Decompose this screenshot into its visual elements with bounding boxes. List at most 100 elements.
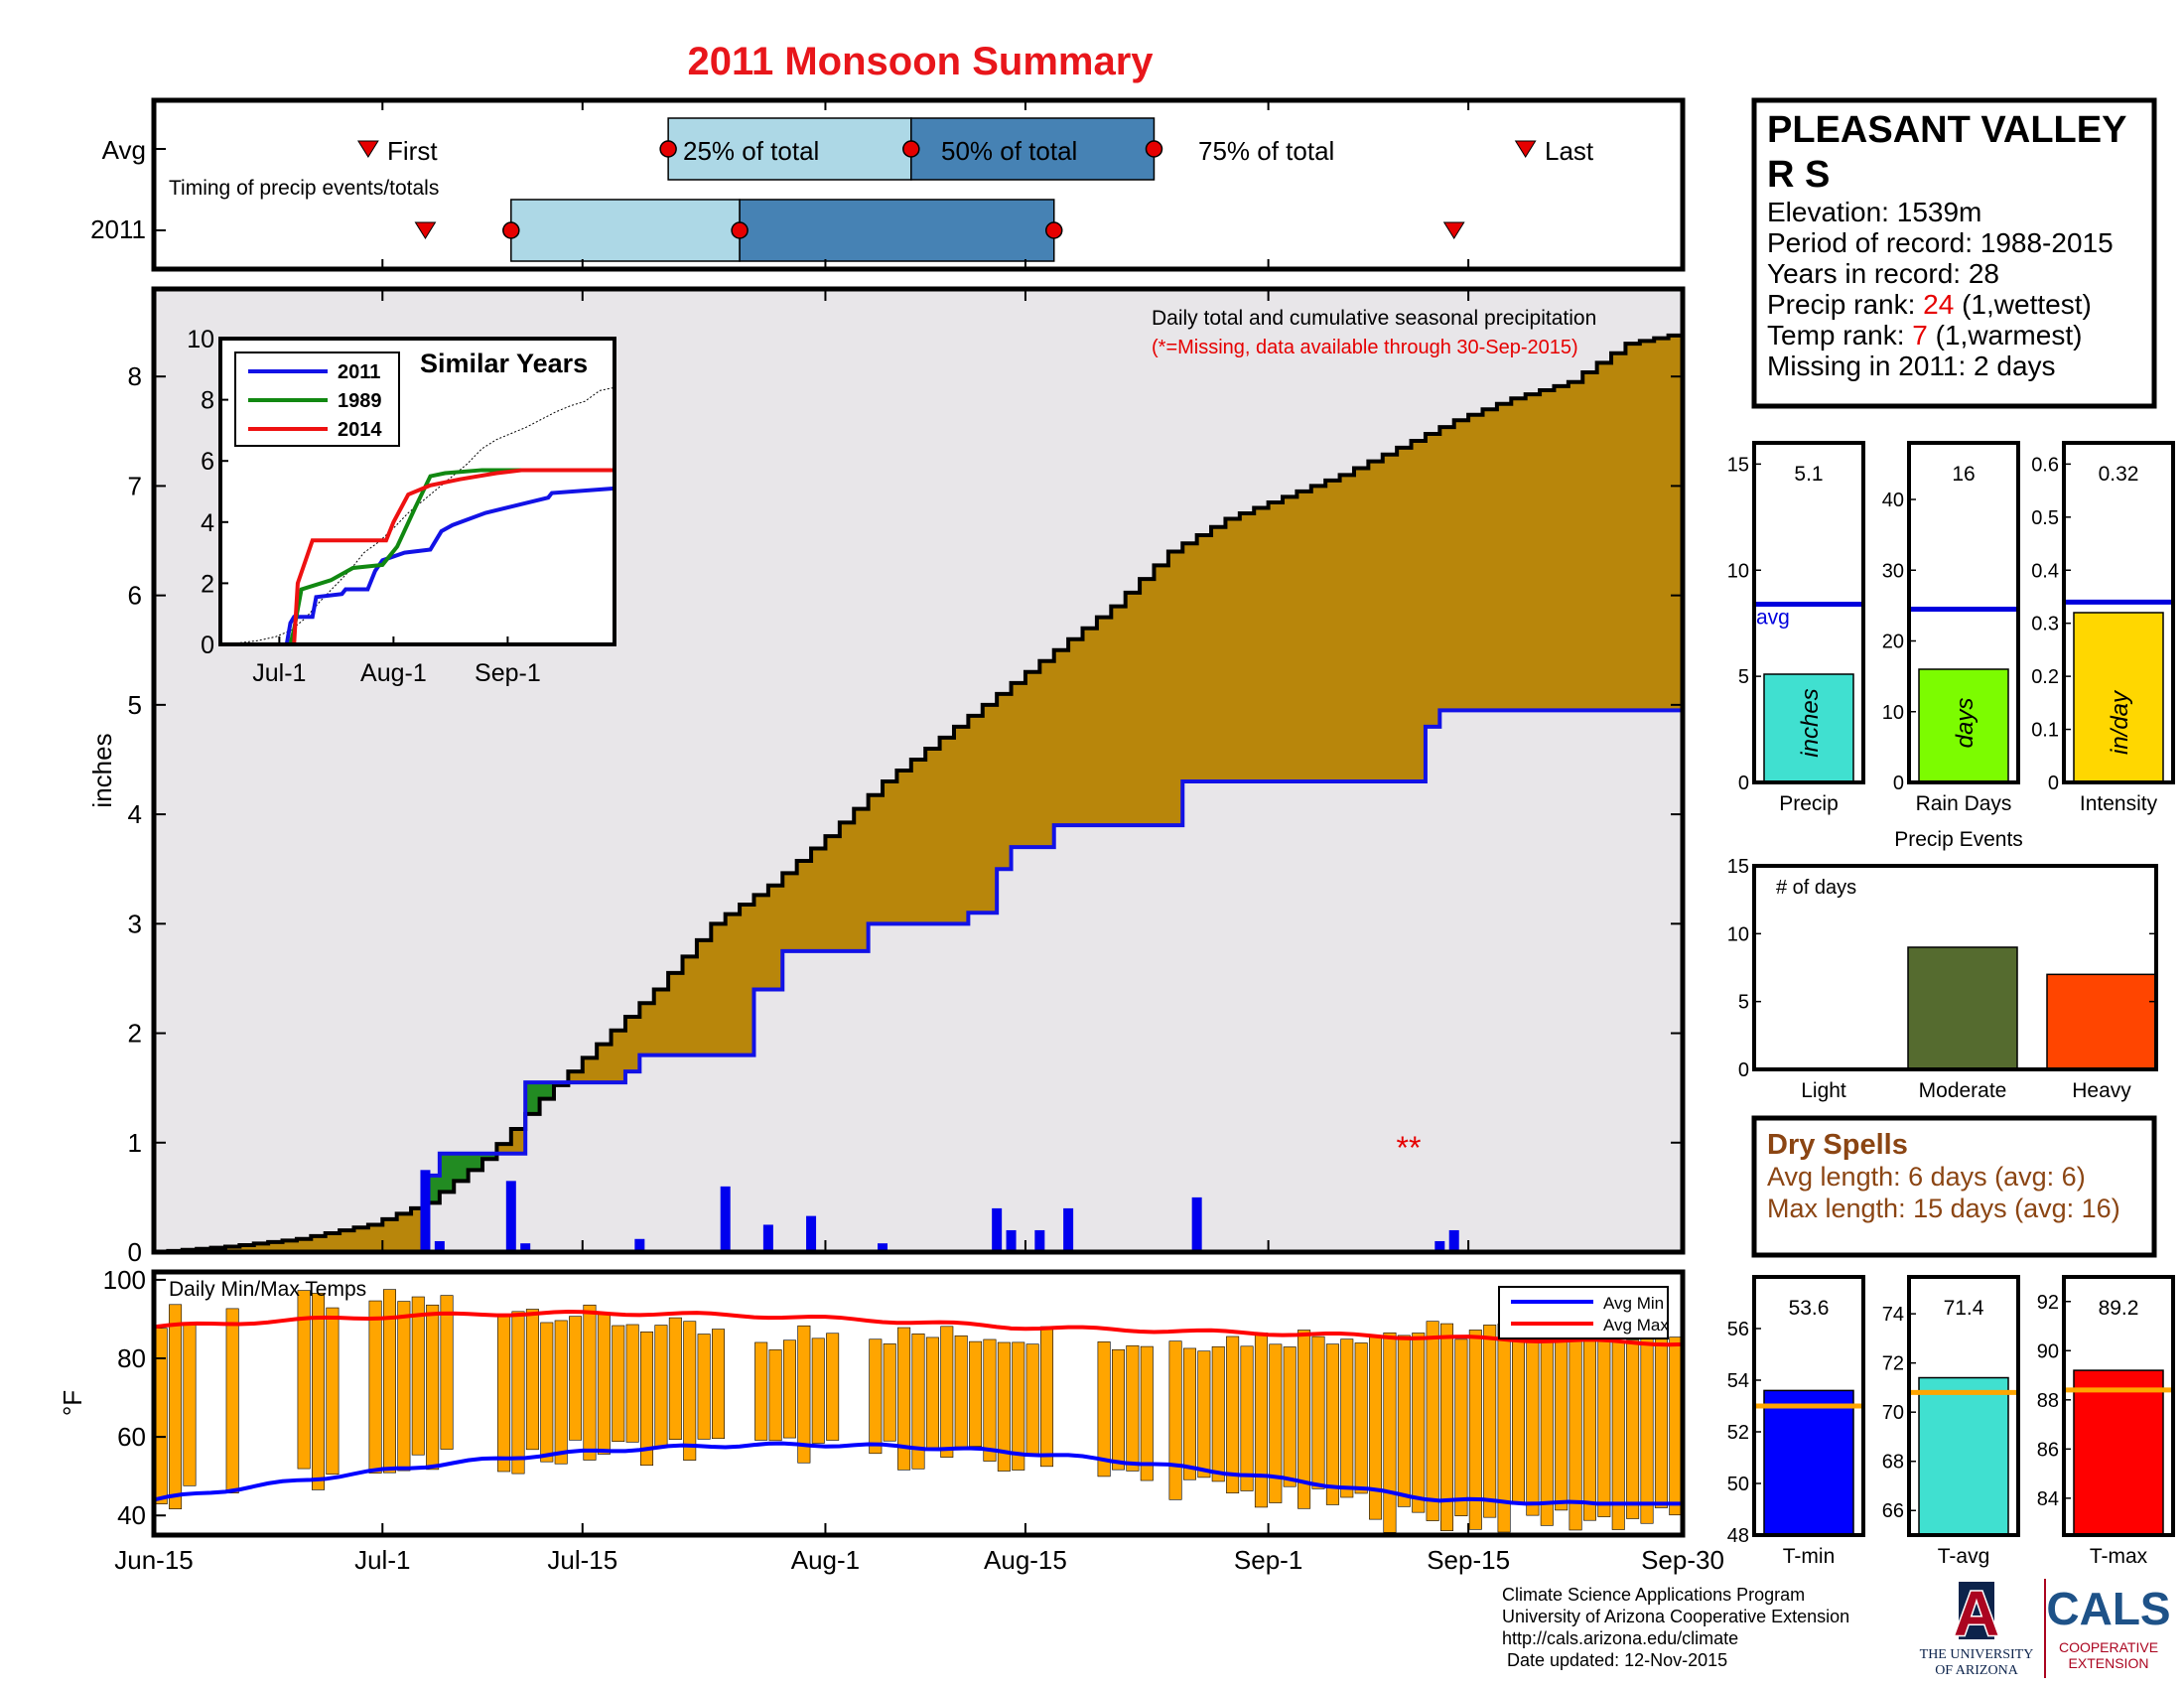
timing-box-upper-Avg xyxy=(910,117,1156,181)
event-category-label: Heavy xyxy=(2072,1079,2131,1102)
footer-line-2: University of Arizona Cooperative Extens… xyxy=(1502,1607,1850,1626)
daily-temp-bar xyxy=(426,1304,440,1471)
daily-temp-bar xyxy=(1240,1345,1254,1491)
inset-ytick-label: 4 xyxy=(201,509,214,537)
observed-2011-line xyxy=(423,693,1685,1252)
footer-line-3[interactable]: http://cals.arizona.edu/climate xyxy=(1502,1628,1739,1648)
precip-rank-value: 24 xyxy=(1923,289,1954,320)
timing-box-lower-Avg xyxy=(667,117,912,181)
daily-temp-bar xyxy=(1226,1336,1240,1493)
daily-temp-bar xyxy=(1555,1340,1569,1511)
date-axis-label: Sep-15 xyxy=(1427,1545,1510,1575)
event-bar-heavy xyxy=(2046,973,2157,1070)
footer-line-4: Date updated: 12-Nov-2015 xyxy=(1502,1650,1728,1670)
date-axis-label: Aug-15 xyxy=(984,1545,1067,1575)
main-ytick-label: 1 xyxy=(128,1128,142,1158)
precip-events-panel: Precip Events Light Moderate Heavy 0 5 10 15 # … xyxy=(1727,828,2158,1102)
inset-marks: 0 2 4 6 8 10 Jul-1 Aug-1 Sep-1 xyxy=(187,326,615,687)
daily-temp-bar xyxy=(1269,1343,1283,1503)
daily-temp-bar xyxy=(1426,1321,1439,1521)
timing-marks xyxy=(153,100,1684,269)
summary-ytick-label: 0.1 xyxy=(2031,720,2059,742)
temp-summary-ytick-label: 54 xyxy=(1727,1370,1749,1392)
dry-spells-box: Dry Spells Avg length: 6 days (avg: 6) M… xyxy=(1751,1115,2157,1258)
summary-value-label: 0.32 xyxy=(2099,463,2139,486)
daily-temp-bar xyxy=(811,1337,825,1444)
station-precip-rank: Precip rank: 24 (1,wettest) xyxy=(1767,289,2092,320)
summary-unit-label: days xyxy=(1952,698,1979,749)
station-missing: Missing in 2011: 2 days xyxy=(1767,351,2056,381)
events-title: Precip Events xyxy=(1894,828,2023,851)
events-frame xyxy=(1752,864,2158,1071)
main-precip-panel: 0 1 2 3 4 5 6 7 8 Daily total and cumulative sea… xyxy=(87,286,1686,1267)
daily-temp-bar xyxy=(1468,1330,1482,1530)
temp-summary-panels: 48 50 52 54 56 53.6 T-min 66 68 70 72 74 71.4 T-avg 84… xyxy=(1727,1275,2175,1568)
timing-last-label: Last xyxy=(1545,136,1594,166)
inset-ytick-label: 10 xyxy=(187,326,214,353)
avg-max-legend-label: Avg Max xyxy=(1603,1316,1669,1335)
daily-precip-bar xyxy=(1006,1229,1017,1252)
cals-logo-sub-1: COOPERATIVE xyxy=(2059,1639,2158,1655)
dry-spells-max: Max length: 15 days (avg: 16) xyxy=(1767,1194,2120,1223)
events-ytick-label: 5 xyxy=(1738,992,1749,1014)
temp-summary-ytick-label: 74 xyxy=(1882,1304,1904,1326)
daily-temp-bar xyxy=(826,1333,840,1441)
summary-frame xyxy=(2062,441,2175,784)
temp-summary-ytick-label: 86 xyxy=(2037,1439,2059,1461)
timing-percentile-marker-2011-0 xyxy=(502,221,520,239)
inset-line-2011 xyxy=(284,486,615,645)
summary-xlabel: Precip xyxy=(1779,792,1839,815)
daily-temp-bar xyxy=(1383,1332,1397,1533)
temp-summary-xlabel: T-max xyxy=(2090,1545,2148,1568)
daily-temp-bar xyxy=(654,1325,668,1449)
temp-summary-xlabel: T-avg xyxy=(1938,1545,1990,1568)
dry-spells-title: Dry Spells xyxy=(1767,1129,1908,1161)
temp-summary-ytick-label: 68 xyxy=(1882,1452,1904,1474)
inset-title: Similar Years xyxy=(420,349,588,378)
avg-max-temp-line xyxy=(153,1309,1684,1347)
summary-bar-rain-days xyxy=(1918,668,2009,783)
inset-legend: 2011 1989 2014 xyxy=(234,352,400,447)
events-ytick-label: 0 xyxy=(1738,1059,1749,1081)
inset-frame xyxy=(218,337,616,646)
summary-ytick-label: 5 xyxy=(1738,666,1749,688)
timing-frame xyxy=(151,97,1686,272)
timing-75-label: 75% of total xyxy=(1198,136,1334,166)
daily-temp-bar xyxy=(1211,1345,1225,1482)
daily-temp-bar xyxy=(1654,1323,1668,1508)
main-ylabel: inches xyxy=(87,733,117,807)
temp-summary-frame xyxy=(1907,1275,2020,1537)
temp-ytick-label: 100 xyxy=(103,1265,146,1295)
timing-avg-label: Avg xyxy=(102,135,146,165)
temp-summary-frame xyxy=(2062,1275,2175,1537)
main-note-2: (*=Missing, data available through 30-Se… xyxy=(1152,337,1578,358)
ua-logo-block xyxy=(1959,1582,1994,1639)
daily-temp-bar xyxy=(612,1325,625,1443)
daily-precip-bar xyxy=(420,1170,431,1252)
daily-temp-bar xyxy=(954,1335,968,1448)
avg-min-legend-label: Avg Min xyxy=(1603,1294,1664,1313)
daily-precip-bar xyxy=(878,1243,888,1252)
summary-ytick-label: 0.2 xyxy=(2031,666,2059,688)
summary-ytick-label: 10 xyxy=(1882,702,1904,724)
daily-temp-bar xyxy=(583,1304,597,1461)
daily-temp-bar xyxy=(1354,1342,1368,1494)
summary-value-label: 16 xyxy=(1952,463,1975,486)
main-ytick-label: 7 xyxy=(128,471,142,500)
summary-ytick-label: 0.6 xyxy=(2031,454,2059,476)
daily-temp-bar xyxy=(911,1333,925,1470)
daily-temp-bar xyxy=(969,1340,983,1447)
station-name-1: PLEASANT VALLEY xyxy=(1767,109,2126,151)
temp-ytick-label: 80 xyxy=(117,1343,146,1373)
events-ylabel: # of days xyxy=(1776,877,1856,899)
daily-temp-bar xyxy=(1483,1325,1497,1518)
temp-summary-bar xyxy=(1763,1389,1854,1536)
event-category-label: Light xyxy=(1801,1079,1846,1102)
daily-temp-bar xyxy=(540,1322,554,1463)
summary-xlabel: Rain Days xyxy=(1916,792,2012,815)
main-ytick-label: 4 xyxy=(128,799,142,829)
summary-ytick-label: 0.3 xyxy=(2031,614,2059,635)
page-title: 2011 Monsoon Summary xyxy=(687,40,1154,83)
dry-spells-frame xyxy=(1751,1115,2157,1258)
